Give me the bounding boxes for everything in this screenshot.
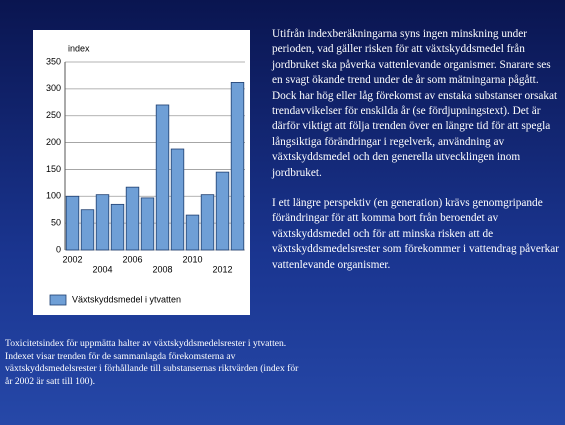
y-tick-label: 0 <box>56 244 61 254</box>
chart-panel <box>33 30 250 315</box>
y-tick-label: 50 <box>51 218 61 228</box>
bar <box>170 148 185 251</box>
x-tick-label: 2002 <box>62 254 82 264</box>
x-tick-label: 2004 <box>92 264 112 274</box>
caption: Toxicitetsindex för uppmätta halter av v… <box>5 338 299 387</box>
body-text: Utifrån indexberäkningarna syns ingen mi… <box>272 27 562 288</box>
bar <box>110 203 125 251</box>
y-tick-label: 300 <box>46 83 61 93</box>
bar <box>185 214 200 251</box>
x-tick-label: 2008 <box>152 264 172 274</box>
bar <box>125 186 140 251</box>
paragraph: Utifrån indexberäkningarna syns ingen mi… <box>272 28 558 179</box>
x-tick-label: 2006 <box>122 254 142 264</box>
y-tick-label: 100 <box>46 191 61 201</box>
y-tick-label: 250 <box>46 110 61 120</box>
x-tick-label: 2010 <box>182 254 202 264</box>
bar <box>140 197 155 251</box>
bar <box>230 82 245 251</box>
y-axis-label: index <box>68 43 90 53</box>
y-tick-label: 150 <box>46 164 61 174</box>
bar <box>65 195 80 251</box>
bar <box>200 194 215 251</box>
y-tick-label: 350 <box>46 56 61 66</box>
legend-swatch <box>49 294 67 306</box>
bar <box>95 194 110 251</box>
bar <box>80 209 95 251</box>
bar <box>215 171 230 251</box>
x-tick-label: 2012 <box>212 264 232 274</box>
paragraph: I ett längre perspektiv (en generation) … <box>272 197 560 271</box>
y-tick-label: 200 <box>46 137 61 147</box>
legend-label: Växtskyddsmedel i ytvatten <box>72 294 181 304</box>
bar <box>155 104 170 251</box>
